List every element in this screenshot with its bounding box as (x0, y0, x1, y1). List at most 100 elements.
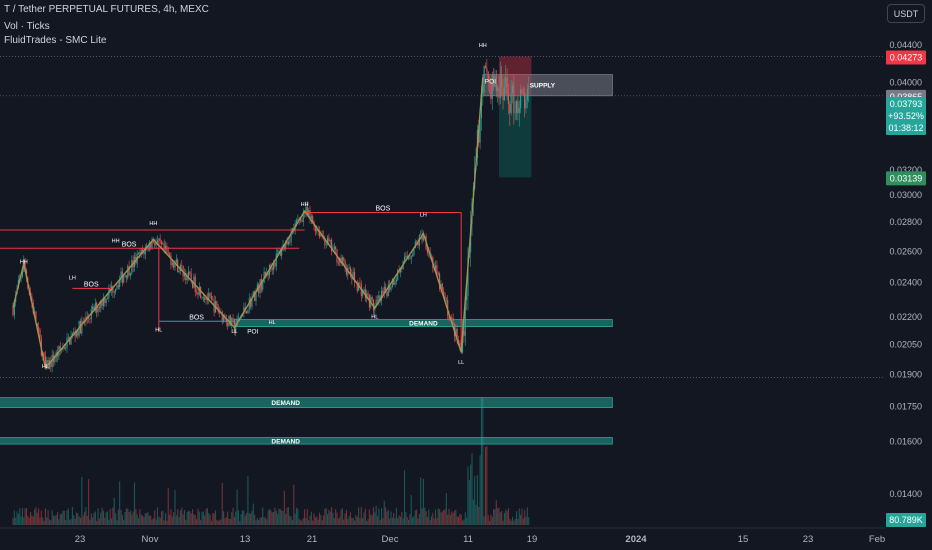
volume-bar (96, 520, 98, 525)
candle-body (300, 219, 302, 221)
candle-body (495, 75, 497, 91)
volume-bar (409, 514, 411, 525)
candle-body (362, 291, 364, 296)
volume-bar (393, 513, 395, 525)
candle-body (210, 295, 212, 300)
candle-body (509, 103, 511, 113)
candle-body (155, 242, 157, 246)
volume-bar (506, 511, 508, 525)
volume-bar (426, 516, 428, 525)
time-tick-label: 23 (803, 534, 814, 545)
candle-body (77, 330, 79, 336)
volume-bar (163, 520, 165, 525)
candle-body (175, 259, 177, 263)
candle-body (520, 89, 522, 108)
volume-bar (46, 517, 48, 525)
currency-button[interactable]: USDT (887, 4, 925, 23)
candle-body (448, 315, 450, 320)
volume-bar (509, 518, 511, 525)
volume-bar (25, 508, 28, 525)
volume-bar (352, 517, 354, 525)
candle-body (456, 328, 458, 340)
volume-bar (228, 518, 230, 525)
demand-zone-label: DEMAND (271, 438, 300, 445)
candle-body (341, 257, 343, 264)
volume-bar (79, 517, 82, 525)
volume-bar (117, 509, 119, 525)
candle-body (302, 212, 304, 222)
volume-bar (162, 510, 164, 525)
candle-body (160, 241, 163, 245)
volume-bar (368, 509, 370, 525)
volume-bar (262, 507, 264, 525)
volume-bar (108, 519, 110, 525)
candle-body (517, 101, 519, 114)
volume-bar (139, 509, 141, 525)
volume-bar (69, 519, 71, 525)
volume-bar (401, 511, 403, 525)
candle-body (483, 66, 485, 92)
volume-bar (478, 507, 480, 525)
swing-label: LH (420, 213, 427, 219)
volume-bar (345, 509, 347, 525)
volume-bar (185, 519, 187, 525)
volume-bar (171, 516, 173, 525)
price-tag-bg (886, 171, 926, 186)
volume-bar (74, 518, 76, 525)
candle-body (237, 317, 239, 319)
volume-bar (12, 518, 14, 525)
swing-label: HL (371, 315, 378, 321)
volume-bar (321, 520, 323, 525)
volume-bar (260, 517, 262, 525)
volume-bar (221, 482, 223, 525)
volume-bar (463, 519, 465, 525)
price-tick-label: 0.03000 (889, 190, 922, 200)
volume-bar (328, 509, 330, 525)
swing-label: HH (149, 221, 157, 227)
volume-bar (151, 519, 153, 525)
volume-bar (405, 512, 407, 525)
volume-bar (54, 516, 56, 525)
candle-body (490, 82, 492, 99)
candle-body (297, 218, 299, 220)
volume-bar (425, 510, 427, 525)
volume-bar (472, 499, 474, 525)
volume-bar (17, 513, 19, 525)
indicator-smc[interactable]: FluidTrades - SMC Lite (4, 35, 107, 46)
candle-body (426, 249, 428, 253)
candle-body (304, 212, 306, 214)
volume-bar (502, 520, 504, 525)
candle-body (385, 286, 387, 292)
demand-zone (0, 397, 613, 408)
candle-body (105, 299, 107, 304)
swing-label: HL (269, 320, 276, 326)
candle-body (314, 226, 316, 232)
candle-body (412, 254, 414, 257)
candle-body (117, 285, 119, 288)
volume-bar (439, 509, 441, 525)
volume-bar (142, 515, 144, 525)
candle-body (112, 286, 114, 293)
volume-bar (270, 510, 272, 525)
candle-body (197, 292, 199, 295)
volume-bar (513, 520, 515, 525)
symbol-title[interactable]: T / Tether PERPETUAL FUTURES, 4h, MEXC (4, 4, 209, 15)
volume-bar (212, 513, 214, 525)
volume-bar (432, 512, 434, 525)
volume-bar (468, 479, 470, 525)
volume-bar (86, 515, 88, 525)
volume-bar (77, 513, 79, 525)
candle-body (152, 239, 154, 243)
candle-body (46, 359, 48, 367)
candle-body (320, 234, 322, 237)
indicator-volume[interactable]: Vol · Ticks (4, 21, 50, 32)
volume-bar (101, 507, 103, 525)
volume-bar (38, 508, 40, 525)
demand-zone (0, 437, 613, 445)
candle-body (513, 85, 515, 113)
swing-label: LL (458, 360, 464, 366)
volume-bar (73, 515, 75, 525)
volume-bar (35, 507, 37, 525)
volume-bar (186, 512, 188, 525)
